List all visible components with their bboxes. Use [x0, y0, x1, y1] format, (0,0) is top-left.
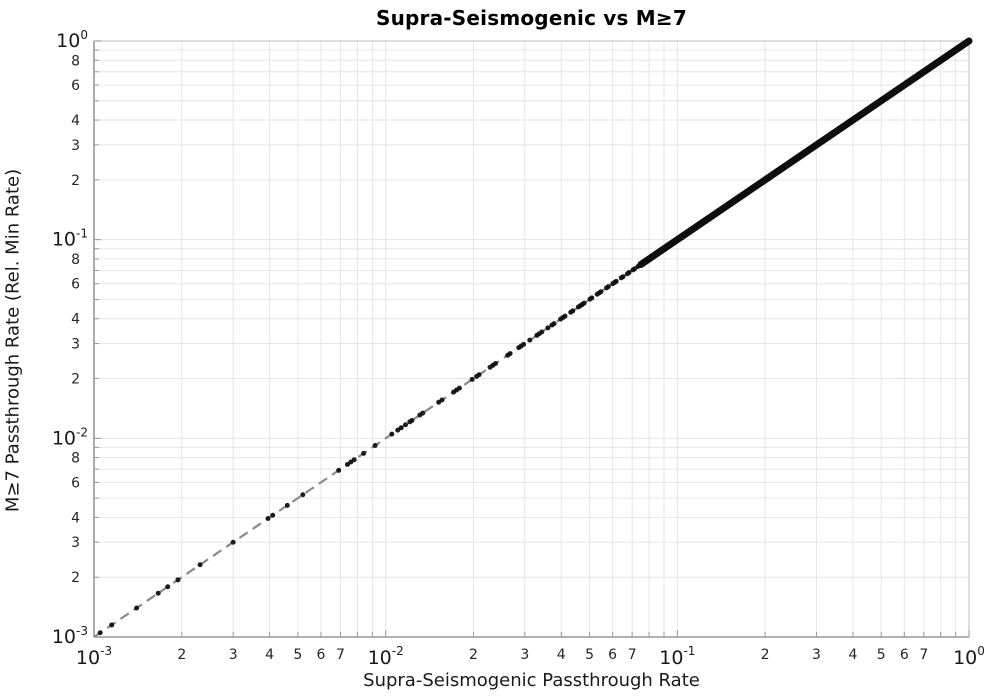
data-point [389, 431, 395, 437]
y-major-tick-label: 10-1 [52, 227, 88, 251]
data-point [372, 443, 378, 449]
data-point [284, 502, 290, 508]
data-point [361, 450, 367, 456]
data-point [351, 457, 357, 463]
y-minor-tick-label: 2 [71, 372, 80, 388]
data-point [507, 351, 513, 357]
y-minor-tick-label: 8 [71, 53, 80, 69]
y-minor-tick-label: 4 [71, 312, 80, 328]
y-major-tick-label: 10-3 [52, 624, 88, 648]
x-major-tick-label: 10-2 [368, 644, 404, 669]
data-point [521, 341, 527, 347]
data-point [420, 410, 426, 416]
data-point [439, 397, 445, 403]
data-point [493, 361, 499, 367]
x-minor-tick-label: 7 [628, 647, 637, 663]
data-point [562, 313, 568, 319]
data-point [626, 270, 632, 276]
data-point [300, 492, 306, 498]
y-minor-tick-label: 3 [71, 535, 80, 551]
y-minor-tick-label: 6 [71, 78, 80, 94]
x-major-tick-label: 10-1 [659, 644, 695, 669]
y-major-tick-label: 10-2 [52, 425, 88, 449]
data-point [265, 515, 271, 521]
data-point [469, 376, 475, 382]
y-minor-tick-label: 8 [71, 451, 80, 467]
x-minor-tick-label: 6 [316, 647, 325, 663]
y-minor-tick-label: 6 [71, 277, 80, 293]
chart-title: Supra-Seismogenic vs M≥7 [375, 6, 687, 30]
data-point [613, 278, 619, 284]
data-point [539, 329, 545, 335]
x-minor-tick-label: 2 [469, 647, 478, 663]
data-point [476, 372, 482, 378]
data-point [134, 605, 140, 611]
x-minor-tick-label: 2 [761, 647, 770, 663]
x-minor-tick-label: 4 [557, 647, 566, 663]
data-point [175, 577, 181, 583]
y-minor-tick-label: 2 [71, 570, 80, 586]
data-point [605, 284, 611, 290]
data-point [403, 422, 409, 428]
data-point [97, 630, 103, 636]
data-point [620, 274, 626, 280]
x-minor-tick-label: 5 [877, 647, 886, 663]
y-major-tick-label: 100 [56, 28, 88, 52]
data-point [398, 425, 404, 431]
y-minor-tick-label: 2 [71, 173, 80, 189]
y-minor-tick-label: 3 [71, 337, 80, 353]
x-minor-tick-label: 3 [520, 647, 529, 663]
data-point [456, 385, 462, 391]
x-axis-label: Supra-Seismogenic Passthrough Rate [363, 670, 700, 691]
data-point [409, 417, 415, 423]
x-minor-tick-label: 4 [848, 647, 857, 663]
data-point [570, 308, 576, 314]
x-minor-tick-label: 6 [900, 647, 909, 663]
y-minor-tick-label: 4 [71, 113, 80, 129]
y-minor-tick-label: 8 [71, 252, 80, 268]
data-point [230, 539, 236, 545]
x-minor-tick-label: 7 [919, 647, 928, 663]
data-point [551, 321, 557, 327]
x-minor-tick-label: 5 [293, 647, 302, 663]
data-point [109, 622, 115, 628]
dense-data-band [637, 37, 973, 268]
data-point [336, 467, 342, 473]
x-minor-tick-label: 7 [336, 647, 345, 663]
x-minor-tick-label: 4 [265, 647, 274, 663]
data-point [581, 300, 587, 306]
data-point [598, 289, 604, 295]
y-minor-tick-label: 6 [71, 475, 80, 491]
data-point [545, 325, 551, 331]
x-major-tick-label: 100 [953, 644, 985, 669]
y-axis-label: M≥7 Passthrough Rate (Rel. Min Rate) [2, 168, 24, 513]
data-point [197, 562, 203, 568]
x-major-tick-label: 10-3 [76, 644, 112, 669]
data-point [155, 590, 161, 596]
data-point [165, 584, 171, 590]
x-minor-tick-label: 6 [608, 647, 617, 663]
y-minor-tick-label: 3 [71, 138, 80, 154]
data-point [270, 512, 276, 518]
x-minor-tick-label: 3 [812, 647, 821, 663]
data-point [527, 337, 533, 343]
x-minor-tick-label: 2 [177, 647, 186, 663]
x-minor-tick-label: 5 [585, 647, 594, 663]
data-point [589, 295, 595, 301]
x-minor-tick-label: 3 [229, 647, 238, 663]
y-minor-tick-label: 4 [71, 510, 80, 526]
